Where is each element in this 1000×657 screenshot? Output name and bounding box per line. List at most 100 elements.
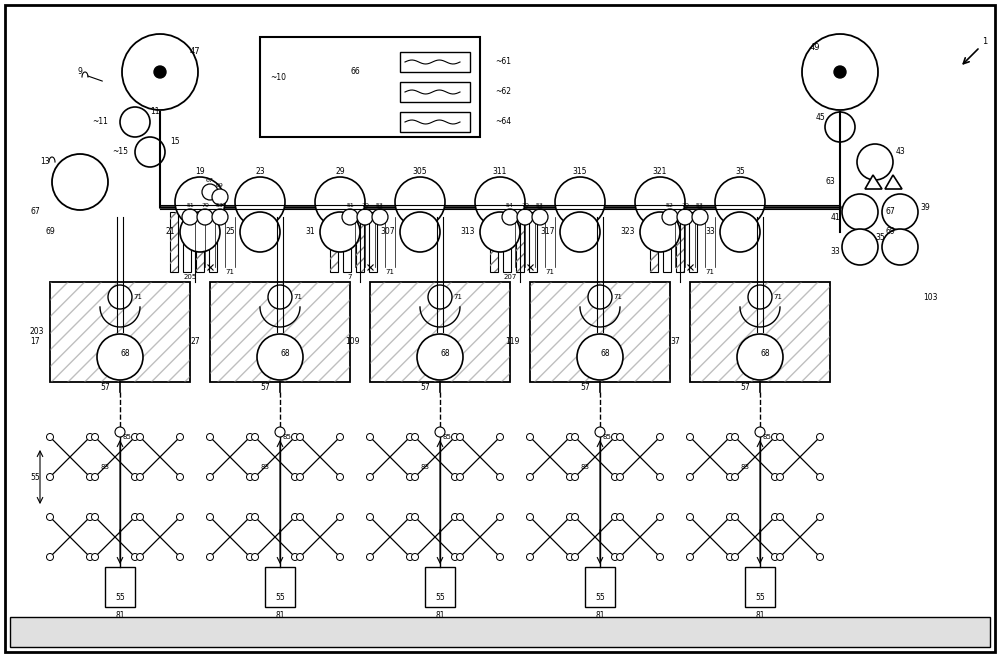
Circle shape xyxy=(502,209,518,225)
Circle shape xyxy=(292,474,298,480)
Circle shape xyxy=(46,553,54,560)
Circle shape xyxy=(720,212,760,252)
Circle shape xyxy=(825,112,855,142)
Circle shape xyxy=(748,285,772,309)
Circle shape xyxy=(197,209,213,225)
Circle shape xyxy=(612,474,618,480)
Circle shape xyxy=(136,474,144,480)
Circle shape xyxy=(517,209,533,225)
Bar xyxy=(400,112,470,132)
Bar xyxy=(105,567,135,607)
Text: 13: 13 xyxy=(40,158,50,166)
Circle shape xyxy=(406,514,414,520)
Text: 53: 53 xyxy=(696,202,704,208)
Circle shape xyxy=(566,553,574,560)
Circle shape xyxy=(475,177,525,227)
Text: 17: 17 xyxy=(30,338,40,346)
Circle shape xyxy=(136,553,144,560)
Text: ~11: ~11 xyxy=(92,118,108,127)
Text: 83: 83 xyxy=(260,464,270,470)
Circle shape xyxy=(252,514,258,520)
Text: 15: 15 xyxy=(170,137,180,147)
Circle shape xyxy=(452,553,458,560)
Circle shape xyxy=(87,474,94,480)
Bar xyxy=(210,282,350,382)
Text: 71: 71 xyxy=(614,294,622,300)
Circle shape xyxy=(526,553,534,560)
Bar xyxy=(676,212,684,272)
Bar xyxy=(745,567,775,607)
Circle shape xyxy=(686,434,694,440)
Circle shape xyxy=(395,177,445,227)
Text: 71: 71 xyxy=(706,269,714,275)
Circle shape xyxy=(677,209,693,225)
Text: 207: 207 xyxy=(503,274,517,280)
Text: 1: 1 xyxy=(982,37,988,47)
Text: 81: 81 xyxy=(755,610,765,620)
Text: 81: 81 xyxy=(595,610,605,620)
Circle shape xyxy=(154,66,166,78)
Circle shape xyxy=(776,514,784,520)
Circle shape xyxy=(732,474,738,480)
Circle shape xyxy=(737,334,783,380)
Text: 23: 23 xyxy=(255,168,265,177)
Text: 29: 29 xyxy=(335,168,345,177)
Circle shape xyxy=(366,434,374,440)
Circle shape xyxy=(235,177,285,227)
Text: ~10: ~10 xyxy=(270,72,286,81)
Circle shape xyxy=(275,427,285,437)
Bar xyxy=(529,212,537,272)
Text: 205: 205 xyxy=(183,274,197,280)
Circle shape xyxy=(366,474,374,480)
Text: 45: 45 xyxy=(815,112,825,122)
Circle shape xyxy=(857,144,893,180)
Text: 55: 55 xyxy=(755,593,765,602)
Circle shape xyxy=(182,209,198,225)
Text: 67: 67 xyxy=(206,177,214,183)
Circle shape xyxy=(108,285,132,309)
Circle shape xyxy=(135,137,165,167)
Circle shape xyxy=(726,553,734,560)
Circle shape xyxy=(496,553,504,560)
Circle shape xyxy=(212,189,228,205)
Circle shape xyxy=(882,229,918,265)
Circle shape xyxy=(526,474,534,480)
Text: 57: 57 xyxy=(580,382,590,392)
Circle shape xyxy=(496,514,504,520)
Text: 67: 67 xyxy=(885,208,895,217)
Circle shape xyxy=(406,474,414,480)
Circle shape xyxy=(252,553,258,560)
Circle shape xyxy=(572,514,578,520)
Circle shape xyxy=(842,229,878,265)
Circle shape xyxy=(296,514,304,520)
Bar xyxy=(585,567,615,607)
Circle shape xyxy=(882,194,918,230)
Circle shape xyxy=(656,514,664,520)
Bar xyxy=(369,212,377,272)
Text: 71: 71 xyxy=(226,269,234,275)
Circle shape xyxy=(132,474,138,480)
Circle shape xyxy=(296,434,304,440)
Bar xyxy=(170,212,178,272)
Circle shape xyxy=(412,434,418,440)
Circle shape xyxy=(686,514,694,520)
Circle shape xyxy=(496,474,504,480)
Circle shape xyxy=(834,66,846,78)
Circle shape xyxy=(555,177,605,227)
Circle shape xyxy=(292,514,298,520)
Bar xyxy=(370,282,510,382)
Text: 71: 71 xyxy=(774,294,782,300)
Bar xyxy=(650,212,658,272)
Circle shape xyxy=(755,427,765,437)
Circle shape xyxy=(46,474,54,480)
Text: 11: 11 xyxy=(150,108,160,116)
Circle shape xyxy=(97,334,143,380)
Circle shape xyxy=(357,209,373,225)
Text: 57: 57 xyxy=(740,382,750,392)
Circle shape xyxy=(132,514,138,520)
Bar xyxy=(650,212,658,272)
Text: 119: 119 xyxy=(506,338,520,346)
Circle shape xyxy=(400,212,440,252)
Circle shape xyxy=(406,553,414,560)
Text: 67: 67 xyxy=(30,208,40,217)
